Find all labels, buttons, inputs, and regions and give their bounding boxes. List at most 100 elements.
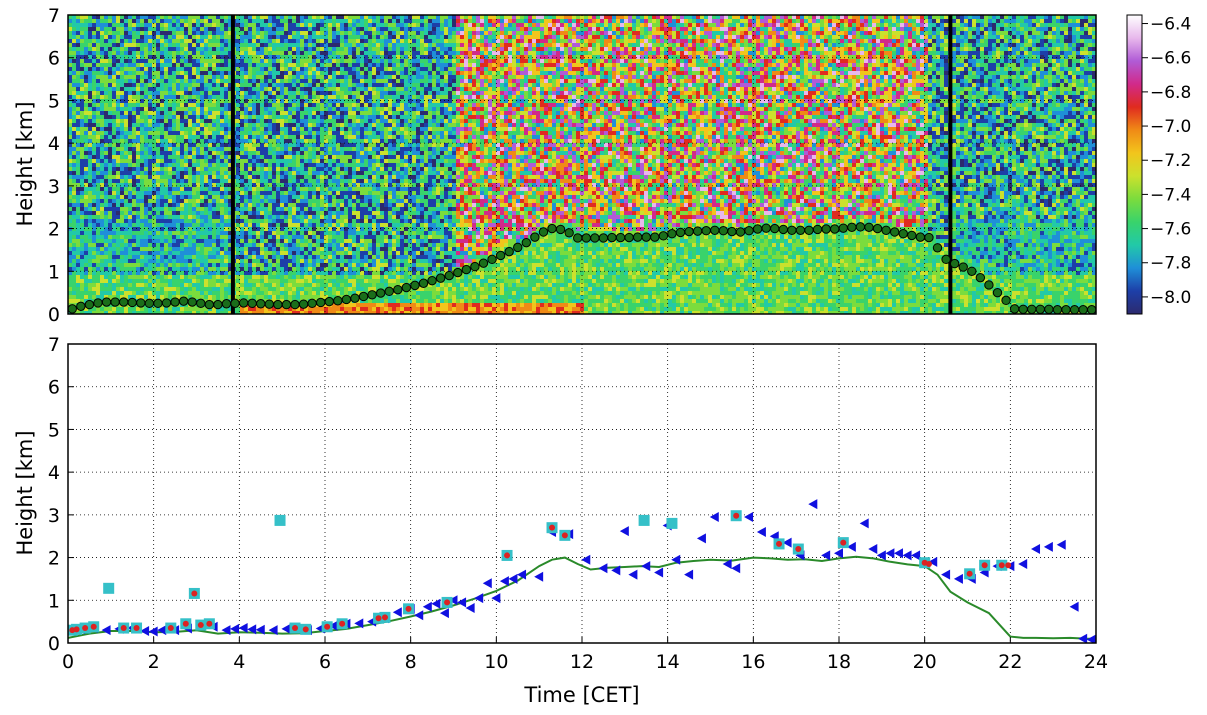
heatmap-cell: [128, 215, 132, 219]
heatmap-cell: [152, 195, 156, 199]
heatmap-cell: [96, 91, 100, 95]
heatmap-cell: [184, 223, 188, 227]
heatmap-cell: [316, 203, 320, 207]
heatmap-cell: [92, 227, 96, 231]
heatmap-cell: [288, 35, 292, 39]
heatmap-cell: [292, 171, 296, 175]
heatmap-cell: [132, 135, 136, 139]
heatmap-cell: [168, 231, 172, 235]
heatmap-cell: [72, 103, 76, 107]
heatmap-cell: [328, 267, 332, 271]
heatmap-cell: [216, 163, 220, 167]
heatmap-cell: [324, 91, 328, 95]
heatmap-cell: [124, 163, 128, 167]
heatmap-cell: [196, 91, 200, 95]
heatmap-cell: [172, 275, 176, 279]
heatmap-cell: [76, 67, 80, 71]
heatmap-cell: [176, 107, 180, 111]
heatmap-cell: [104, 43, 108, 47]
heatmap-cell: [120, 15, 124, 19]
heatmap-cell: [116, 111, 120, 115]
heatmap-cell: [152, 99, 156, 103]
heatmap-cell: [152, 75, 156, 79]
heatmap-cell: [308, 79, 312, 83]
heatmap-cell: [188, 247, 192, 251]
heatmap-cell: [68, 291, 72, 295]
heatmap-cell: [112, 167, 116, 171]
heatmap-cell: [140, 131, 144, 135]
heatmap-cell: [148, 143, 152, 147]
heatmap-cell: [272, 147, 276, 151]
heatmap-cell: [76, 283, 80, 287]
heatmap-cell: [260, 279, 264, 283]
heatmap-cell: [112, 31, 116, 35]
heatmap-cell: [140, 99, 144, 103]
heatmap-cell: [116, 47, 120, 51]
heatmap-cell: [316, 31, 320, 35]
heatmap-cell: [216, 207, 220, 211]
heatmap-cell: [172, 23, 176, 27]
heatmap-cell: [200, 295, 204, 299]
heatmap-cell: [196, 219, 200, 223]
heatmap-cell: [140, 219, 144, 223]
heatmap-cell: [284, 219, 288, 223]
heatmap-cell: [248, 235, 252, 239]
heatmap-cell: [212, 103, 216, 107]
heatmap-cell: [304, 283, 308, 287]
heatmap-cell: [108, 79, 112, 83]
heatmap-cell: [328, 183, 332, 187]
heatmap-cell: [68, 27, 72, 31]
heatmap-cell: [280, 43, 284, 47]
heatmap-cell: [224, 131, 228, 135]
heatmap-cell: [152, 211, 156, 215]
heatmap-cell: [324, 239, 328, 243]
heatmap-cell: [144, 239, 148, 243]
heatmap-cell: [164, 199, 168, 203]
heatmap-cell: [244, 187, 248, 191]
heatmap-cell: [116, 279, 120, 283]
heatmap-cell: [220, 55, 224, 59]
heatmap-cell: [104, 199, 108, 203]
heatmap-cell: [184, 123, 188, 127]
heatmap-cell: [180, 115, 184, 119]
heatmap-cell: [228, 39, 232, 43]
heatmap-cell: [256, 75, 260, 79]
heatmap-cell: [152, 223, 156, 227]
heatmap-cell: [164, 143, 168, 147]
heatmap-cell: [72, 55, 76, 59]
heatmap-cell: [100, 103, 104, 107]
heatmap-cell: [140, 247, 144, 251]
heatmap-cell: [72, 67, 76, 71]
heatmap-cell: [212, 187, 216, 191]
heatmap-cell: [272, 67, 276, 71]
heatmap-cell: [208, 43, 212, 47]
heatmap-cell: [152, 295, 156, 299]
heatmap-cell: [328, 235, 332, 239]
heatmap-cell: [268, 271, 272, 275]
heatmap-cell: [116, 295, 120, 299]
heatmap-cell: [224, 219, 228, 223]
heatmap-cell: [168, 139, 172, 143]
heatmap-cell: [176, 291, 180, 295]
heatmap-cell: [72, 235, 76, 239]
heatmap-cell: [188, 83, 192, 87]
heatmap-cell: [196, 275, 200, 279]
heatmap-cell: [304, 139, 308, 143]
heatmap-cell: [264, 255, 268, 259]
heatmap-cell: [116, 283, 120, 287]
heatmap-cell: [324, 275, 328, 279]
heatmap-cell: [160, 139, 164, 143]
heatmap-cell: [316, 223, 320, 227]
heatmap-cell: [72, 223, 76, 227]
heatmap-cell: [260, 307, 264, 311]
heatmap-cell: [324, 143, 328, 147]
heatmap-cell: [316, 207, 320, 211]
heatmap-cell: [184, 23, 188, 27]
heatmap-cell: [292, 83, 296, 87]
heatmap-cell: [136, 171, 140, 175]
heatmap-cell: [160, 67, 164, 71]
heatmap-cell: [284, 175, 288, 179]
heatmap-cell: [76, 107, 80, 111]
heatmap-cell: [116, 39, 120, 43]
heatmap-cell: [132, 283, 136, 287]
